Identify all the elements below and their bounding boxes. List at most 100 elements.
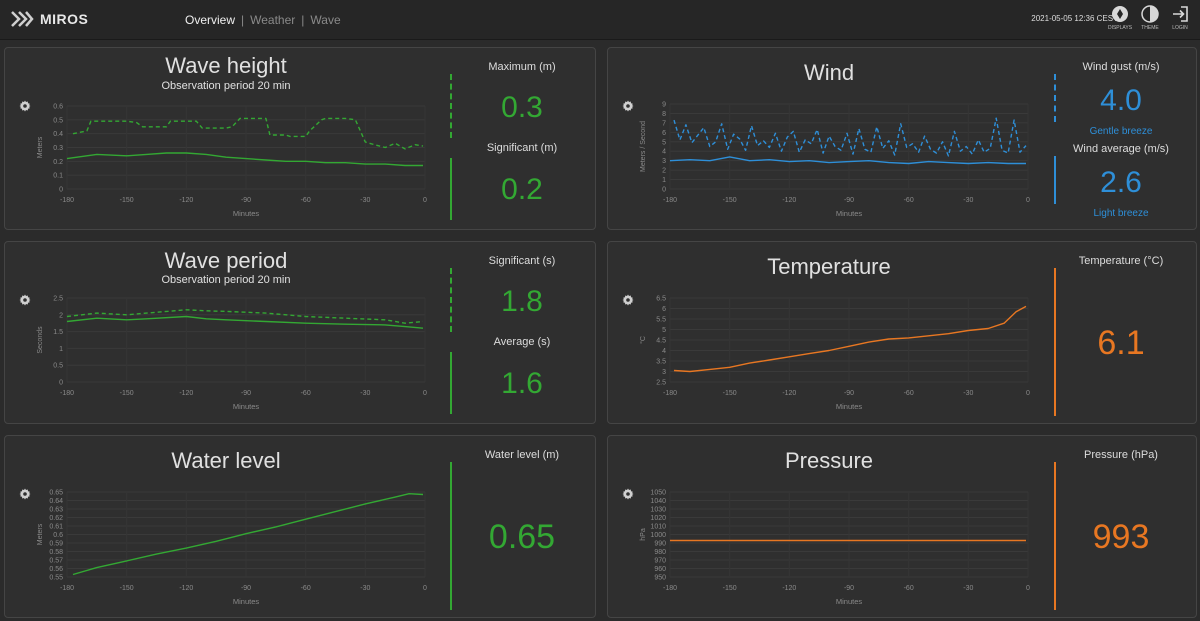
y-tick-label: 1050 [650, 490, 666, 497]
x-tick-label: 0 [1026, 197, 1030, 204]
displays-icon [1112, 6, 1128, 22]
x-tick-label: -180 [60, 390, 74, 397]
y-tick-label: 2 [59, 312, 63, 319]
x-tick-label: -60 [904, 197, 914, 204]
metric-value: 0.3 [501, 91, 543, 124]
nav-overview[interactable]: Overview [185, 13, 236, 27]
y-tick-label: 0.63 [49, 507, 63, 514]
average-indicator-bar [450, 352, 452, 414]
y-tick-label: 3 [662, 369, 666, 376]
login-button[interactable]: LOGIN [1168, 5, 1192, 31]
y-tick-label: 6 [662, 130, 666, 137]
x-tick-label: -120 [179, 585, 193, 592]
login-icon [1173, 6, 1188, 22]
x-tick-label: -60 [301, 197, 311, 204]
nav-weather[interactable]: Weather [250, 13, 296, 27]
app-name: MIROS [40, 11, 89, 27]
y-tick-label: 0.59 [49, 541, 63, 548]
metric-label: Pressure (hPa) [1084, 449, 1158, 461]
temperature-panel: Temperature 2.5 3 3.5 4 4.5 5 5.5 6 6.5 -180 -150 -… [607, 241, 1197, 424]
y-tick-label: 2.5 [656, 380, 666, 387]
y-tick-label: 0.1 [53, 173, 63, 180]
y-tick-label: 0.6 [53, 104, 63, 111]
y-tick-label: 0 [662, 187, 666, 194]
beaufort-description: Light breeze [1093, 208, 1149, 219]
displays-button[interactable]: DISPLAYS [1108, 5, 1132, 31]
x-tick-label: -120 [179, 197, 193, 204]
theme-button[interactable]: THEME [1138, 5, 1162, 31]
y-tick-label: 3.5 [656, 359, 666, 366]
x-tick-label: -150 [723, 585, 737, 592]
x-tick-label: -150 [120, 585, 134, 592]
settings-gear-icon[interactable] [622, 488, 634, 500]
y-tick-label: 5 [662, 327, 666, 334]
x-tick-label: -90 [844, 585, 854, 592]
current-datetime: 2021-05-05 12:36 CEST [1031, 14, 1118, 23]
y-axis-label: °C [639, 336, 647, 344]
x-tick-label: -90 [844, 197, 854, 204]
y-tick-label: 0.4 [53, 131, 63, 138]
y-tick-label: 970 [654, 558, 666, 565]
x-tick-label: -60 [904, 585, 914, 592]
x-axis-label: Minutes [233, 402, 260, 411]
nav-wave[interactable]: Wave [310, 13, 341, 27]
y-tick-label: 0.3 [53, 145, 63, 152]
metric-value: 0.2 [501, 173, 543, 206]
wind-chart: 0 1 2 3 4 5 6 7 8 9 -180 -150 -120 -90 -60 -30 0 Minutes M… [640, 102, 1030, 219]
pressure-panel: Pressure 950 960 970 980 990 1000 1010 1020 1030… [607, 435, 1197, 618]
series-line-dashed [673, 117, 1027, 157]
settings-gear-icon[interactable] [19, 100, 31, 112]
x-axis-label: Minutes [836, 209, 863, 218]
settings-gear-icon[interactable] [19, 294, 31, 306]
metric-value: 6.1 [1097, 324, 1145, 362]
metric-value: 1.8 [501, 285, 543, 318]
x-tick-label: -180 [663, 197, 677, 204]
y-axis-label: Meters / Second [640, 121, 647, 172]
metric-value: 1.6 [501, 367, 543, 400]
metric-label: Significant (m) [486, 142, 558, 154]
y-tick-label: 950 [654, 575, 666, 582]
x-tick-label: -120 [782, 197, 796, 204]
x-axis-label: Minutes [233, 597, 260, 606]
y-tick-label: 0 [59, 380, 63, 387]
y-tick-label: 4 [662, 348, 666, 355]
logo[interactable]: MIROS [10, 10, 88, 28]
y-tick-label: 0.57 [49, 558, 63, 565]
y-tick-label: 1.5 [53, 329, 63, 336]
settings-gear-icon[interactable] [622, 294, 634, 306]
metric-label: Average (s) [493, 336, 551, 348]
x-tick-label: -150 [120, 390, 134, 397]
gust-indicator-bar [1054, 74, 1056, 122]
settings-gear-icon[interactable] [19, 488, 31, 500]
y-tick-label: 8 [662, 111, 666, 118]
series-line-dashed [66, 309, 424, 324]
y-tick-label: 0.5 [53, 117, 63, 124]
miros-logo-icon [11, 11, 34, 27]
x-tick-label: -30 [963, 390, 973, 397]
metric-label: Temperature (°C) [1078, 255, 1164, 267]
x-tick-label: -30 [360, 197, 370, 204]
x-tick-label: -180 [663, 585, 677, 592]
beaufort-description: Gentle breeze [1089, 126, 1153, 137]
x-tick-label: -120 [179, 390, 193, 397]
metric-label: Water level (m) [484, 449, 560, 461]
x-tick-label: -60 [301, 390, 311, 397]
x-tick-label: -30 [963, 197, 973, 204]
x-tick-label: -30 [360, 390, 370, 397]
x-tick-label: 0 [1026, 585, 1030, 592]
x-axis-label: Minutes [836, 597, 863, 606]
x-tick-label: -60 [904, 390, 914, 397]
wind-panel: Wind 0 1 2 3 4 5 6 7 8 9 -180 -150 -120 -90 -60 -30 0 Min… [607, 47, 1197, 230]
metric-value: 0.65 [488, 518, 556, 556]
settings-gear-icon[interactable] [622, 100, 634, 112]
panel-title: Wave period [164, 248, 288, 273]
theme-label: THEME [1141, 25, 1159, 31]
theme-icon [1141, 5, 1159, 23]
y-tick-label: 0.6 [53, 532, 63, 539]
x-tick-label: 0 [423, 585, 427, 592]
panel-title: Water level [171, 448, 281, 473]
y-tick-label: 4 [662, 149, 666, 156]
y-tick-label: 5 [662, 139, 666, 146]
y-tick-label: 4.5 [656, 338, 666, 345]
